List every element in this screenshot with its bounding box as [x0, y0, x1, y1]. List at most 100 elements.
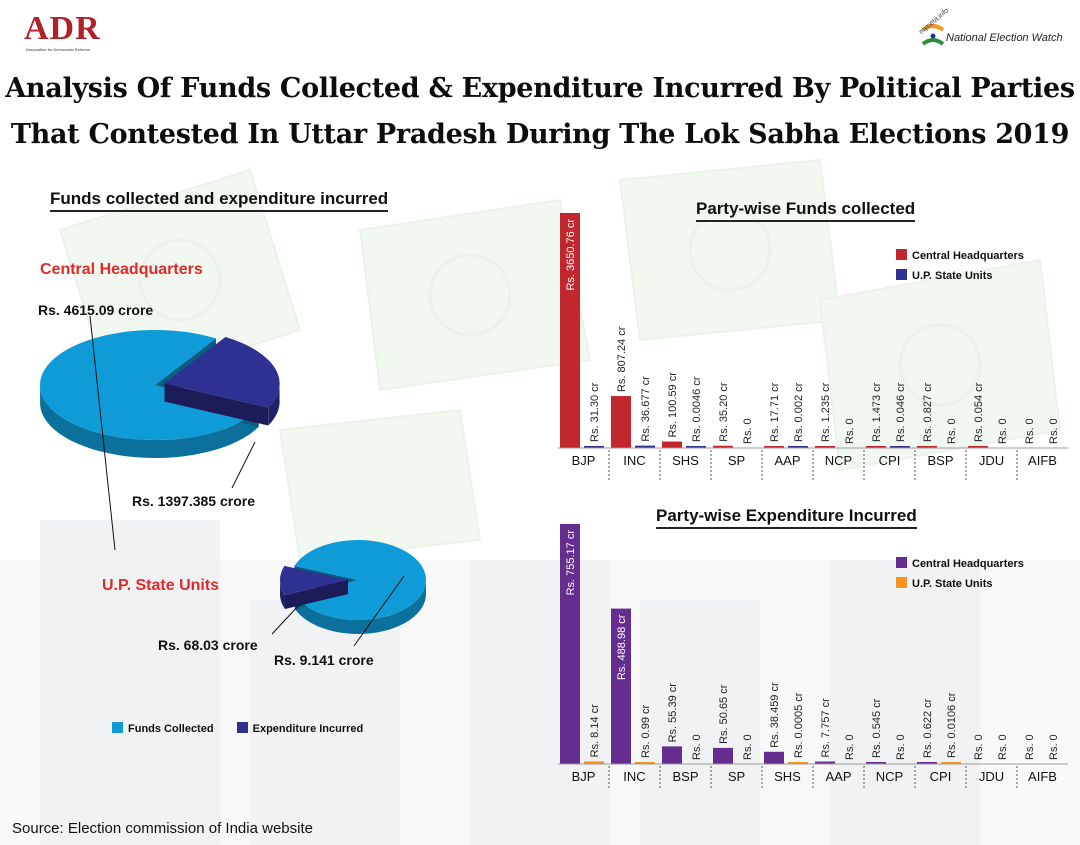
- funds-legend-state: U.P. State Units: [896, 269, 993, 282]
- bar-label-shs-central: Rs. 38.459 cr: [769, 682, 781, 748]
- bar-cpi-central: [866, 446, 886, 448]
- adr-logo: ADR Association for Democratic Reforms: [24, 10, 114, 53]
- pie-slice-expenditure-side: [280, 578, 285, 610]
- pie-legend: Funds Collected Expenditure Incurred: [112, 722, 363, 735]
- bar-label-sp-state: Rs. 0: [742, 418, 754, 444]
- bar-sp-central: [713, 747, 733, 764]
- pie-slice-funds-side: [40, 382, 259, 458]
- bar-label-bsp-state: Rs. 0: [946, 418, 958, 444]
- bar-label-sp-central: Rs. 35.20 cr: [718, 382, 730, 442]
- central-headquarters-pie: [39, 330, 280, 458]
- bar-bjp-central: [560, 524, 580, 764]
- central-headquarters-label: Central Headquarters: [40, 261, 203, 278]
- bar-label-bjp-central: Rs. 755.17 cr: [565, 530, 577, 596]
- bar-label-jdu-central: Rs. 0: [973, 734, 985, 760]
- state-funds-label: Rs. 9.141 crore: [274, 652, 374, 668]
- bar-bsp-central: [662, 746, 682, 764]
- bar-label-sp-central: Rs. 50.65 cr: [718, 684, 730, 744]
- bar-jdu-central: [968, 446, 988, 448]
- bar-ncp-central: [866, 762, 886, 764]
- bar-label-shs-central: Rs. 100.59 cr: [667, 372, 679, 438]
- category-label-jdu: JDU: [979, 453, 1004, 468]
- bar-bsp-central: [917, 446, 937, 448]
- bar-shs-state: [686, 446, 706, 448]
- legend-swatch: [896, 557, 907, 568]
- category-label-ncp: NCP: [876, 769, 903, 784]
- bar-label-shs-state: Rs. 0.0046 cr: [691, 376, 703, 442]
- pie-slice-expenditure: [280, 565, 349, 610]
- bar-shs-central: [662, 441, 682, 448]
- central-funds-label: Rs. 4615.09 crore: [38, 302, 154, 318]
- funds-expenditure-heading: Funds collected and expenditure incurred: [50, 189, 389, 212]
- page-title: Analysis Of Funds Collected & Expenditur…: [0, 66, 1080, 158]
- bar-label-aap-central: Rs. 7.757 cr: [820, 698, 832, 758]
- category-label-aifb: AIFB: [1028, 453, 1057, 468]
- bar-label-aifb-state: Rs. 0: [1048, 418, 1060, 444]
- legend-swatch: [896, 269, 907, 280]
- category-label-cpi: CPI: [930, 769, 952, 784]
- bar-bjp-state: [584, 445, 604, 448]
- category-label-cpi: CPI: [879, 453, 901, 468]
- pie-legend-expenditure: Expenditure Incurred: [236, 722, 363, 735]
- state-units-label: U.P. State Units: [102, 577, 220, 594]
- pie-charts: [39, 315, 427, 647]
- bar-label-bsp-state: Rs. 0: [691, 734, 703, 760]
- state-expenditure-label: Rs. 68.03 crore: [158, 637, 258, 653]
- state-units-pie: [280, 540, 427, 634]
- bar-label-ncp-state: Rs. 0: [844, 418, 856, 444]
- central-expenditure-label: Rs. 1397.385 crore: [132, 493, 255, 509]
- legend-swatch-funds: [112, 722, 123, 733]
- adr-logo-text: ADR: [24, 10, 101, 47]
- pie-slice-expenditure-top: [164, 337, 280, 408]
- bar-label-jdu-state: Rs. 0: [997, 734, 1009, 760]
- bar-label-jdu-state: Rs. 0: [997, 418, 1009, 444]
- bar-label-aap-central: Rs. 17.71 cr: [769, 382, 781, 442]
- exp-legend-central: Central Headquarters: [896, 557, 1024, 570]
- bar-label-aap-state: Rs. 0.002 cr: [793, 382, 805, 442]
- title-line-1: Analysis Of Funds Collected & Expenditur…: [5, 73, 1075, 104]
- bar-label-aifb-central: Rs. 0: [1024, 418, 1036, 444]
- bar-label-aifb-central: Rs. 0: [1024, 734, 1036, 760]
- exp-legend-state: U.P. State Units: [896, 577, 993, 590]
- category-label-aap: AAP: [774, 453, 800, 468]
- bar-label-jdu-central: Rs. 0.054 cr: [973, 382, 985, 442]
- bar-inc-central: [611, 608, 631, 764]
- category-label-shs: SHS: [672, 453, 699, 468]
- bar-label-aifb-state: Rs. 0: [1048, 734, 1060, 760]
- category-label-jdu: JDU: [979, 769, 1004, 784]
- bar-label-bjp-state: Rs. 31.30 cr: [589, 382, 601, 442]
- bar-aap-central: [764, 446, 784, 448]
- bar-shs-state: [788, 762, 808, 764]
- category-label-ncp: NCP: [825, 453, 852, 468]
- source-note: Source: Election commission of India web…: [12, 820, 313, 837]
- category-label-bsp: BSP: [927, 453, 953, 468]
- bar-label-cpi-state: Rs. 0.0106 cr: [946, 692, 958, 758]
- bar-inc-state: [635, 445, 655, 448]
- category-label-inc: INC: [623, 769, 645, 784]
- bar-label-ncp-central: Rs. 0.545 cr: [871, 698, 883, 758]
- bar-label-shs-state: Rs. 0.0005 cr: [793, 692, 805, 758]
- pie-slice-funds-side: [294, 579, 426, 634]
- funds-legend-central: Central Headquarters: [896, 249, 1024, 262]
- category-label-sp: SP: [728, 769, 745, 784]
- pie-slice-expenditure-top: [280, 565, 349, 596]
- national-election-watch-logo: myneta.info National Election Watch: [912, 7, 1072, 54]
- category-label-aifb: AIFB: [1028, 769, 1057, 784]
- category-label-shs: SHS: [774, 769, 801, 784]
- legend-swatch: [896, 249, 907, 260]
- bar-label-ncp-central: Rs. 1.235 cr: [820, 382, 832, 442]
- category-label-sp: SP: [728, 453, 745, 468]
- bar-inc-state: [635, 762, 655, 764]
- expenditure-chart-title: Party-wise Expenditure Incurred: [656, 506, 917, 529]
- bar-label-cpi-central: Rs. 0.622 cr: [922, 698, 934, 758]
- title-line-2: That Contested In Uttar Pradesh During T…: [10, 119, 1070, 150]
- funds-chart-title: Party-wise Funds collected: [696, 199, 916, 222]
- bar-ncp-central: [815, 446, 835, 448]
- bar-cpi-state: [890, 446, 910, 448]
- bar-aap-central: [815, 761, 835, 764]
- bar-aap-state: [788, 446, 808, 448]
- bar-label-bjp-central: Rs. 3650.76 cr: [565, 219, 577, 291]
- funds-bar-chart: Rs. 3650.76 cr Rs. 31.30 cr BJP Rs. 807.24 …: [558, 213, 1068, 482]
- pie-legend-funds: Funds Collected: [112, 722, 214, 735]
- category-label-bjp: BJP: [572, 453, 596, 468]
